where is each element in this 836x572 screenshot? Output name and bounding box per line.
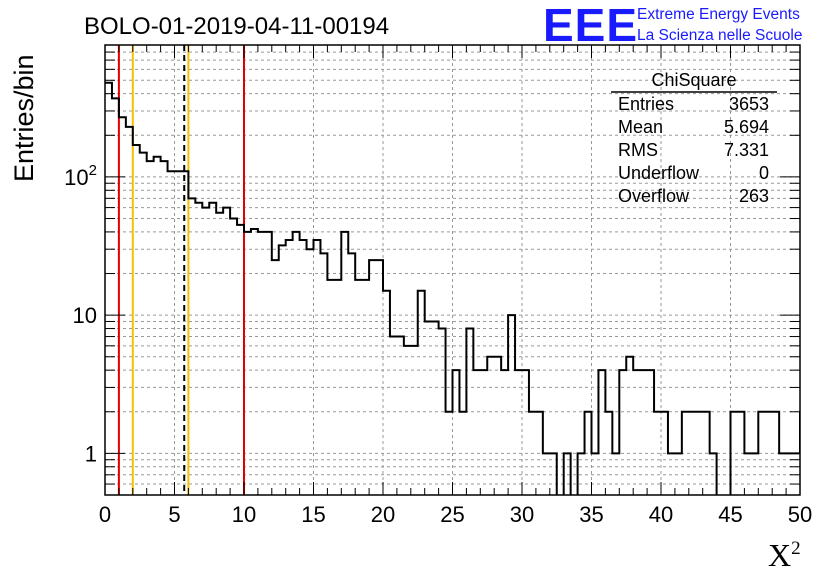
stats-value: 0 [759,163,769,183]
y-tick-label-base: 10 [64,165,88,190]
y-tick-label: 102 [64,162,97,190]
axis-ticks [104,45,801,495]
y-tick-label-base: 1 [85,441,97,466]
x-tick-label: 40 [649,502,673,527]
logo-line2: La Scienza nelle Scuole [637,27,802,44]
stats-title: ChiSquare [651,70,736,90]
stats-value: 5.694 [724,117,769,137]
logo-mark: EEE [543,0,638,51]
histogram-line [105,81,800,495]
x-axis-label-base: X [768,537,791,572]
chart-title: BOLO-01-2019-04-11-00194 [84,13,389,40]
stats-label: Mean [618,117,663,137]
x-tick-label: 10 [232,502,256,527]
stats-box: ChiSquare Entries 3653 Mean 5.694 RMS 7.331 Un… [611,70,777,206]
x-tick-label: 5 [168,502,180,527]
stats-label: RMS [618,140,658,160]
y-tick-label-exp: 2 [89,162,97,179]
y-tick-label: 1 [85,441,97,466]
stats-value: 263 [739,186,769,206]
stats-label: Underflow [618,163,700,183]
x-tick-label: 45 [718,502,742,527]
stats-label: Entries [618,94,674,114]
x-tick-label: 30 [510,502,534,527]
eee-logo: EEE Extreme Energy Events La Scienza nel… [543,0,802,51]
reference-lines [117,45,245,495]
x-tick-label: 50 [788,502,812,527]
x-tick-label: 25 [440,502,464,527]
stats-value: 3653 [729,94,769,114]
stats-label: Overflow [618,186,690,206]
y-tick-label-base: 10 [73,303,97,328]
x-tick-label: 15 [301,502,325,527]
x-tick-label: 35 [579,502,603,527]
grid [105,45,800,495]
x-axis-label-exp: 2 [791,538,801,559]
x-tick-label: 20 [371,502,395,527]
y-tick-label: 10 [73,303,97,328]
logo-line1: Extreme Energy Events [637,6,800,23]
y-axis-label: Entries/bin [9,54,39,182]
x-tick-label: 0 [99,502,111,527]
stats-value: 7.331 [724,140,769,160]
stats-rows: Entries 3653 Mean 5.694 RMS 7.331 Underflow 0 Ov… [618,94,769,206]
x-axis-label: X2 [768,537,801,572]
